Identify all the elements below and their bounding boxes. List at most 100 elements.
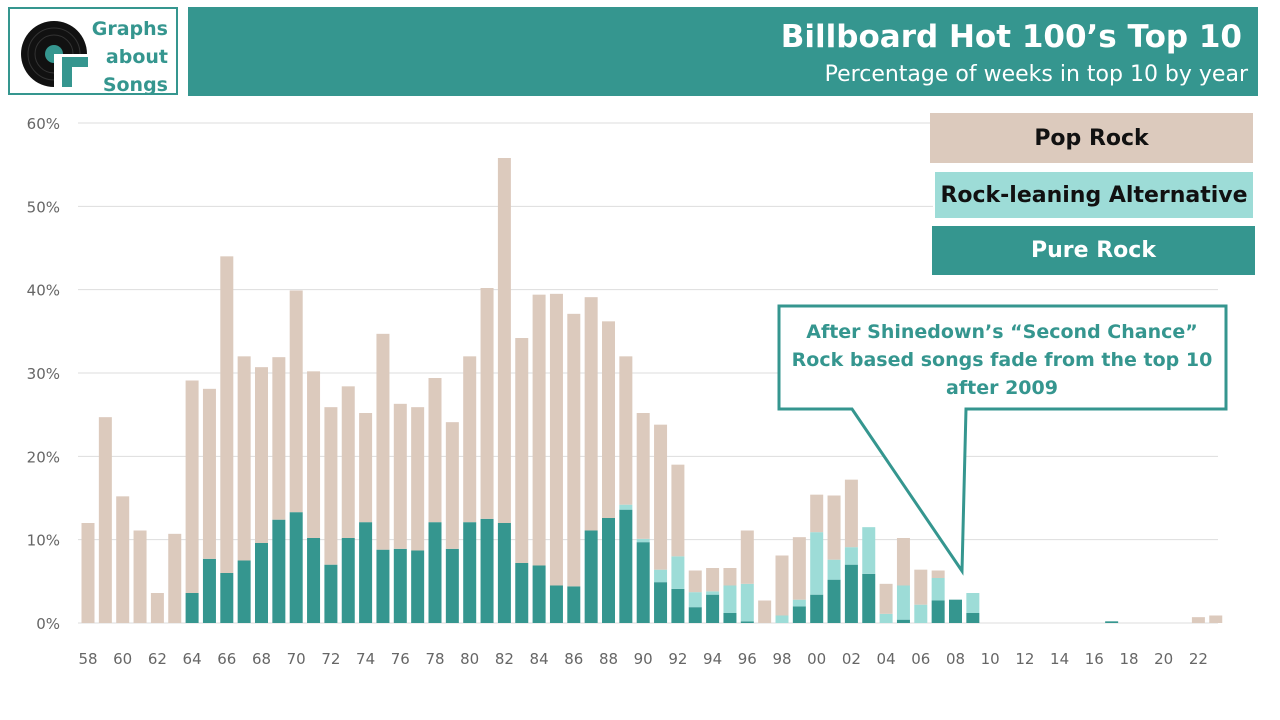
bar-pop-rock-65 <box>202 388 216 559</box>
x-tick-label: 66 <box>217 650 236 668</box>
bar-pure-rock-64 <box>185 593 199 623</box>
bar-pure-rock-01 <box>827 579 841 623</box>
bar-pop-rock-73 <box>341 386 355 538</box>
logo-line-3: Songs <box>102 74 168 96</box>
bar-rock-leaning-alternative-94 <box>706 591 720 595</box>
bar-pure-rock-93 <box>688 607 702 623</box>
bar-pop-rock-83 <box>515 338 529 563</box>
x-tick-label: 90 <box>634 650 653 668</box>
bar-pure-rock-99 <box>792 606 806 623</box>
bar-rock-leaning-alternative-96 <box>740 583 754 622</box>
bar-pop-rock-87 <box>584 297 598 531</box>
bar-pure-rock-71 <box>307 538 321 623</box>
bar-pure-rock-67 <box>237 560 251 623</box>
bar-pop-rock-76 <box>393 403 407 549</box>
bar-pure-rock-86 <box>567 586 581 623</box>
bar-pure-rock-91 <box>654 582 668 623</box>
bar-pure-rock-08 <box>949 599 962 623</box>
bar-pop-rock-59 <box>98 417 112 623</box>
bar-rock-leaning-alternative-89 <box>619 504 633 510</box>
x-tick-label: 78 <box>425 650 444 668</box>
bar-pure-rock-79 <box>445 548 459 623</box>
bar-pure-rock-66 <box>220 573 234 623</box>
x-tick-label: 58 <box>78 650 97 668</box>
bar-pop-rock-72 <box>324 407 338 565</box>
x-tick-label: 82 <box>495 650 514 668</box>
x-tick-label: 62 <box>148 650 167 668</box>
bar-pop-rock-05 <box>896 538 910 586</box>
bar-pop-rock-60 <box>116 496 130 623</box>
legend-pop-rock: Pop Rock <box>930 113 1253 163</box>
y-tick-label: 40% <box>27 282 60 300</box>
bar-pop-rock-92 <box>671 464 685 557</box>
bar-rock-leaning-alternative-06 <box>914 604 928 623</box>
x-tick-label: 14 <box>1050 650 1069 668</box>
bar-pop-rock-98 <box>775 555 789 616</box>
bar-rock-leaning-alternative-01 <box>827 559 841 580</box>
x-tick-label: 96 <box>738 650 757 668</box>
legend-rock-leaning-alternative: Rock-leaning Alternative <box>933 170 1255 220</box>
bar-pop-rock-91 <box>654 424 668 570</box>
y-tick-label: 30% <box>27 365 60 383</box>
bar-rock-leaning-alternative-09 <box>966 593 980 613</box>
x-tick-label: 94 <box>703 650 722 668</box>
x-tick-label: 04 <box>877 650 896 668</box>
x-tick-label: 86 <box>564 650 583 668</box>
bar-rock-leaning-alternative-93 <box>688 592 702 608</box>
bar-pop-rock-80 <box>463 356 477 523</box>
x-axis-labels: 58 60 62 64 66 68 70 72 74 76 78 80 82 84 86 88 90 92 94 96… <box>78 650 1207 668</box>
y-tick-label: 0% <box>36 615 60 633</box>
x-tick-label: 10 <box>981 650 1000 668</box>
x-tick-label: 64 <box>183 650 202 668</box>
x-tick-label: 18 <box>1119 650 1138 668</box>
bar-rock-leaning-alternative-91 <box>654 569 668 583</box>
bar-pure-rock-87 <box>584 530 598 623</box>
bar-pop-rock-79 <box>445 422 459 549</box>
bar-pop-rock-97 <box>758 600 772 623</box>
bar-pop-rock-74 <box>359 413 373 523</box>
bar-pure-rock-02 <box>844 564 858 623</box>
bar-pop-rock-04 <box>879 583 893 614</box>
bars <box>81 158 1223 623</box>
bar-pop-rock-62 <box>150 593 164 623</box>
bar-pure-rock-72 <box>324 564 338 623</box>
bar-pure-rock-65 <box>202 558 216 623</box>
bar-pop-rock-93 <box>688 570 702 593</box>
bar-pure-rock-88 <box>602 518 615 623</box>
bar-pop-rock-86 <box>567 313 581 587</box>
bar-pop-rock-02 <box>844 479 858 548</box>
bar-pop-rock-69 <box>272 357 286 520</box>
bar-rock-leaning-alternative-07 <box>931 578 945 601</box>
bar-pop-rock-58 <box>81 523 95 623</box>
bar-pure-rock-89 <box>619 509 633 623</box>
bar-pure-rock-96 <box>740 621 754 623</box>
x-tick-label: 02 <box>842 650 861 668</box>
x-tick-label: 88 <box>599 650 618 668</box>
x-tick-label: 98 <box>772 650 791 668</box>
bar-rock-leaning-alternative-99 <box>792 599 806 607</box>
bar-pure-rock-70 <box>289 512 303 623</box>
bar-pure-rock-68 <box>255 543 268 623</box>
x-tick-label: 76 <box>391 650 410 668</box>
bar-pop-rock-94 <box>706 568 720 592</box>
bar-pure-rock-82 <box>497 523 511 623</box>
bar-pop-rock-06 <box>914 569 928 605</box>
vinyl-record-icon <box>21 21 88 88</box>
x-tick-label: 22 <box>1189 650 1208 668</box>
bar-pop-rock-70 <box>289 290 303 513</box>
y-tick-label: 60% <box>27 115 60 133</box>
bar-rock-leaning-alternative-00 <box>810 532 824 595</box>
callout-line-3: after 2009 <box>946 377 1058 399</box>
bar-rock-leaning-alternative-90 <box>636 538 650 543</box>
bar-pop-rock-63 <box>168 533 182 623</box>
chart-subtitle: Percentage of weeks in top 10 by year <box>824 62 1248 87</box>
stacked-bar-chart: 0% 10% 20% 30% 40% 50% 60% 58 60 62 64 66 68 70 72 74 7… <box>27 115 1228 668</box>
bar-pure-rock-83 <box>515 563 529 623</box>
bar-pop-rock-66 <box>220 256 234 573</box>
bar-pop-rock-99 <box>792 537 806 600</box>
bar-pop-rock-90 <box>636 413 650 539</box>
y-axis-labels: 0% 10% 20% 30% 40% 50% 60% <box>27 115 60 633</box>
logo-line-1: Graphs <box>91 18 168 40</box>
chart-title: Billboard Hot 100’s Top 10 <box>780 19 1242 55</box>
bar-rock-leaning-alternative-05 <box>896 585 910 620</box>
